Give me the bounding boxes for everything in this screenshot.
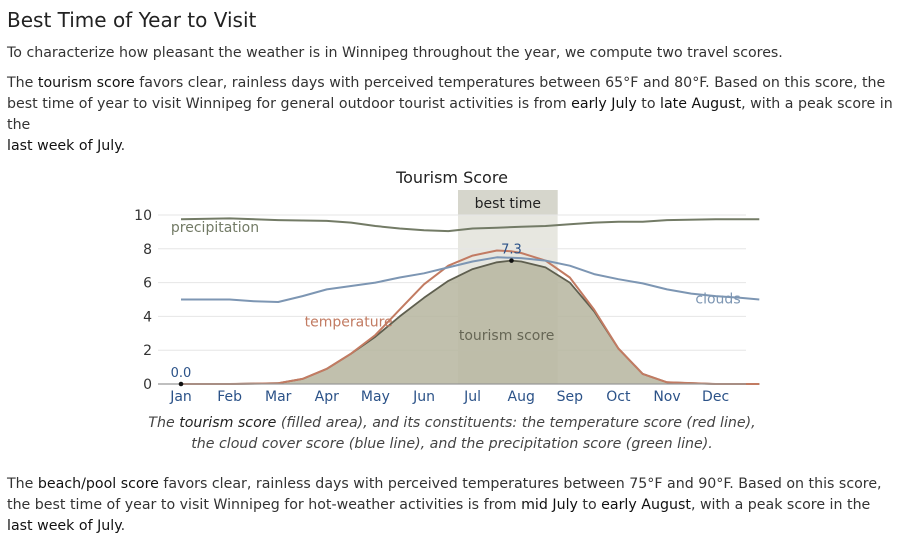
caption-text-1: The [148,415,180,431]
clouds-line [181,256,760,303]
series-label-temperature: temperature [305,315,393,331]
beach-text-3: to [577,497,602,513]
tourism-text-2: favors clear, rainless days with perceiv… [7,75,886,112]
x-tick-apr: Apr [315,389,339,405]
caption-text-2: (filled area), and its constituents: the… [191,415,756,452]
beach-text-4: , with a peak score in the [690,497,871,513]
beach-text-1: The [7,476,38,492]
series-label-clouds: clouds [695,292,740,308]
series-label-precipitation: precipitation [171,220,259,236]
tourism-start-date: early July [571,96,637,112]
tourism-text-4: , with a peak score in the [7,96,893,133]
x-tick-jul: Jul [463,389,481,405]
x-tick-sep: Sep [557,389,584,405]
tourism-score-term: tourism score [37,75,135,91]
y-tick-0: 0 [143,377,152,393]
tourism-peak-date: last week of July [7,138,121,154]
y-tick-4: 4 [143,309,152,325]
series-label-tourism-score: tourism score [459,328,555,344]
best-time-label: best time [475,196,541,212]
beach-paragraph: The beach/pool score favors clear, rainl… [7,474,897,537]
beach-score-term: beach/pool score [37,476,159,492]
beach-start-date: mid July [521,497,578,513]
tourism-score-chart: best time Tourism Score 0 2 4 6 8 10 Jan Feb Mar Ap… [134,168,760,405]
y-tick-10: 10 [134,208,152,224]
tourism-score-area [181,260,760,384]
tourism-text-5: . [120,138,126,154]
beach-peak-date: last week of July [7,518,121,534]
chart-title: Tourism Score [395,168,508,187]
tourism-text-1: The [7,75,38,91]
annotation-label-0: 0.0 [171,366,192,381]
x-tick-nov: Nov [653,389,680,405]
beach-text-5: . [120,518,126,534]
x-tick-may: May [361,389,390,405]
chart-caption: The tourism score (filled area), and its… [140,413,764,455]
x-tick-dec: Dec [702,389,729,405]
annotation-point-1 [509,258,514,263]
best-time-label-box [458,190,558,215]
x-tick-jan: Jan [169,389,192,405]
tourism-text-3: to [636,96,661,112]
temperature-line [181,249,760,385]
tourism-paragraph: The tourism score favors clear, rainless… [7,73,897,157]
x-tick-oct: Oct [606,389,631,405]
annotation-point-0 [178,381,184,387]
tourism-end-date: late August [660,96,742,112]
intro-paragraph: To characterize how pleasant the weather… [7,45,783,61]
annotation-label-1: 7.3 [501,243,522,258]
x-tick-aug: Aug [508,389,535,405]
section-heading: Best Time of Year to Visit [7,8,257,32]
x-tick-jun: Jun [412,389,435,405]
x-tick-feb: Feb [217,389,242,405]
y-tick-6: 6 [143,276,152,292]
y-tick-2: 2 [143,343,152,359]
x-tick-mar: Mar [265,389,292,405]
caption-tourism-term: tourism score [179,415,277,431]
beach-text-2: favors clear, rainless days with perceiv… [7,476,882,513]
precipitation-line [180,217,760,233]
y-tick-8: 8 [143,242,152,258]
beach-end-date: early August [601,497,691,513]
